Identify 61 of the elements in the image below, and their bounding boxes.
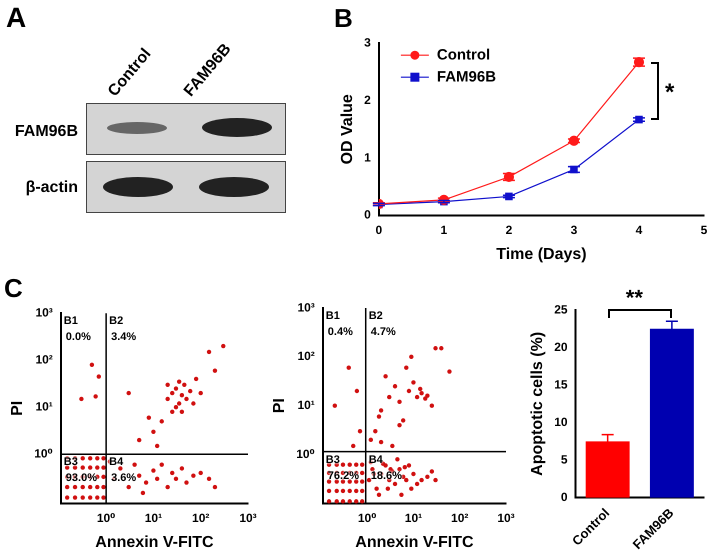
x-axis-title: Annexin V-FITC [95, 534, 214, 551]
y-axis-title: OD Value [339, 94, 356, 164]
y-tick-label: 10³ [35, 306, 53, 320]
annotation: 0.0% [66, 331, 91, 344]
text: FAM96B [14, 123, 78, 140]
x-tick-label: 10³ [497, 510, 515, 525]
y-tick-label: 10² [35, 352, 53, 367]
y-tick-label: 10² [297, 349, 315, 364]
legend-label: Control [436, 46, 490, 64]
legend-label: FAM96B [436, 68, 496, 86]
x-tick-label: 10³ [239, 510, 257, 525]
y-tick-label: 2 [364, 92, 372, 107]
annotation: 93.0% [66, 472, 97, 484]
y-tick-label: 10³ [297, 300, 315, 314]
y-tick-label: 10⁰ [34, 446, 53, 461]
annotation: ** [626, 285, 643, 310]
y-tick-label: 10¹ [297, 398, 315, 412]
chart-title: C [4, 272, 23, 303]
annotation: B2 [109, 315, 124, 328]
x-tick-label: 0 [376, 222, 383, 237]
annotation: * [664, 78, 674, 106]
y-axis-title: Apoptotic cells (%) [529, 332, 546, 476]
y-tick-label: 15 [554, 377, 568, 392]
y-tick-label: 25 [554, 302, 568, 316]
x-tick-label: 4 [636, 222, 643, 237]
y-tick-label: 0 [560, 490, 568, 504]
annotation: 3.4% [111, 331, 136, 344]
x-tick-label: 10² [451, 510, 468, 525]
y-tick-label: 3 [364, 36, 372, 50]
text: β-actin [24, 179, 78, 196]
text: A [6, 2, 26, 33]
x-axis-title: Annexin V-FITC [355, 534, 474, 551]
annotation: B1 [64, 315, 78, 328]
annotation: 3.6% [111, 472, 136, 484]
y-axis-title: PI [271, 398, 288, 414]
y-tick-label: 10⁰ [296, 446, 315, 461]
y-axis-title: PI [9, 400, 26, 416]
x-tick-label: 10² [192, 510, 210, 525]
y-tick-label: 10¹ [35, 400, 53, 414]
x-tick-label: 10¹ [404, 510, 422, 525]
y-tick-label: 0 [364, 208, 372, 222]
annotation: B4 [109, 456, 124, 468]
annotation: B3 [326, 454, 340, 466]
x-axis-title: Time (Days) [496, 246, 587, 263]
annotation: B1 [326, 310, 340, 322]
annotation: B2 [368, 310, 383, 322]
annotation: 4.7% [370, 326, 396, 338]
y-tick-label: 10 [554, 414, 568, 429]
y-tick-label: 1 [364, 150, 372, 164]
x-tick-label: 3 [570, 222, 578, 237]
annotation: B3 [64, 456, 78, 468]
x-tick-label: 10¹ [144, 510, 162, 525]
x-tick-label: 1 [440, 222, 448, 237]
annotation: 0.4% [328, 326, 353, 338]
x-tick-label: 2 [506, 222, 513, 237]
annotation: B4 [368, 454, 383, 466]
y-tick-label: 5 [560, 452, 568, 466]
chart-title: B [334, 2, 353, 33]
x-tick-label: 10⁰ [96, 510, 116, 525]
y-tick-label: 20 [554, 340, 568, 354]
x-tick-label: 5 [700, 222, 708, 237]
